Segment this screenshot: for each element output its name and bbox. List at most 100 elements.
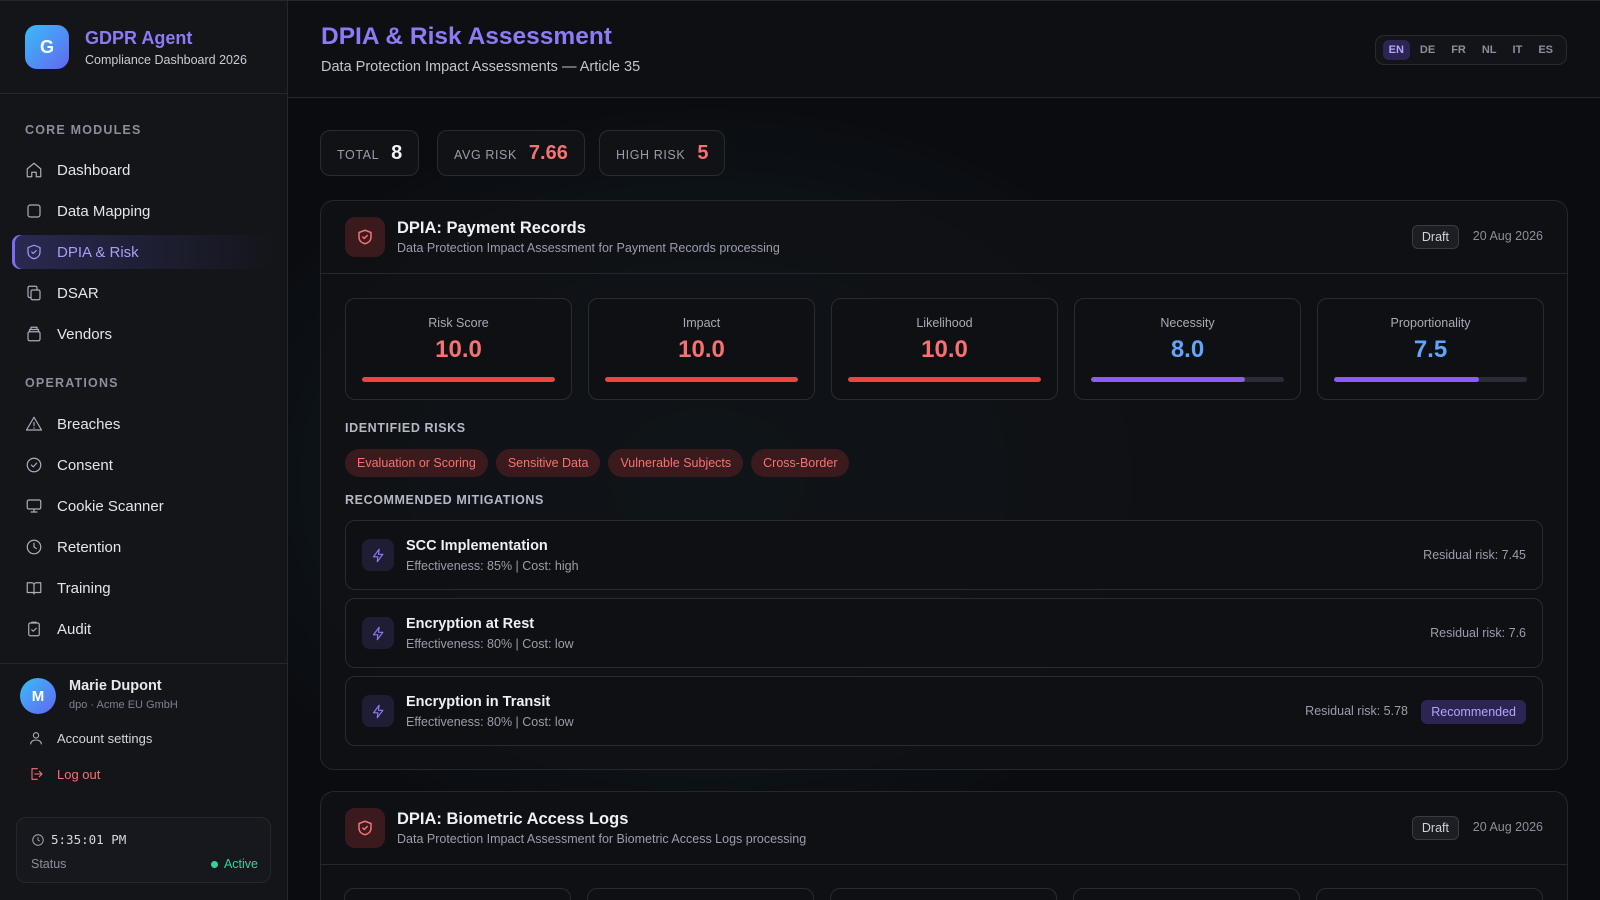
clipboard-icon <box>28 621 40 637</box>
stat-value: 5 <box>697 141 709 164</box>
status-badge: Draft <box>1411 225 1459 249</box>
home-icon <box>26 162 42 178</box>
metric-bar <box>1334 377 1527 382</box>
mitigation-item[interactable]: Encryption at Rest Effectiveness: 80% | … <box>345 598 1543 668</box>
dpia-date: 20 Aug 2026 <box>1472 229 1543 243</box>
shield-icon <box>27 244 41 260</box>
metric-value: 10.0 <box>435 336 482 363</box>
nav-item-training[interactable]: Training <box>12 571 275 605</box>
metric-value: 8.0 <box>1170 336 1205 363</box>
metric-label: Risk Score <box>428 316 489 330</box>
dpia-card-header[interactable]: DPIA: Payment Records Data Protection Im… <box>321 201 1567 274</box>
stat-total: TOTAL 8 <box>320 130 420 176</box>
logout-link[interactable]: Log out <box>28 766 100 782</box>
lightning-icon <box>362 695 394 727</box>
box-icon <box>27 326 41 342</box>
account-settings-link[interactable]: Account settings <box>28 730 152 746</box>
app-logo: G <box>25 25 69 69</box>
metric-bar-fill <box>848 377 1041 382</box>
app-subtitle: Compliance Dashboard 2026 <box>85 53 247 67</box>
nav-label: Audit <box>57 620 92 638</box>
nav-label: Cookie Scanner <box>57 497 164 515</box>
lang-fr[interactable]: FR <box>1451 44 1466 56</box>
alert-triangle-icon <box>25 416 43 431</box>
shield-icon <box>345 808 385 848</box>
lightning-icon <box>362 617 394 649</box>
clock: 5:35:01 PM <box>31 832 126 847</box>
identified-risks-heading: IDENTIFIED RISKS <box>345 421 466 435</box>
metric-likelihood: Likelihood 10.0 <box>831 298 1058 400</box>
nav-item-cookie-scanner[interactable]: Cookie Scanner <box>12 489 275 523</box>
residual-risk: Residual risk: 7.45 <box>1423 548 1526 562</box>
stat-label: AVG RISK <box>454 147 517 162</box>
metric-placeholder <box>1073 888 1300 900</box>
metric-bar-fill <box>362 377 555 382</box>
sidebar: G GDPR Agent Compliance Dashboard 2026 C… <box>0 0 288 900</box>
page-title: DPIA & Risk Assessment <box>321 23 612 50</box>
metric-value: 10.0 <box>678 336 725 363</box>
nav-item-dashboard[interactable]: Dashboard <box>12 153 275 187</box>
residual-risk: Residual risk: 5.78 <box>1305 704 1408 718</box>
metric-label: Impact <box>682 316 721 330</box>
lang-es[interactable]: ES <box>1538 44 1553 56</box>
user-panel: M Marie Dupont dpo · Acme EU GmbH Accoun… <box>0 663 287 802</box>
nav-item-retention[interactable]: Retention <box>12 530 275 564</box>
nav-item-data-mapping[interactable]: Data Mapping <box>12 194 275 228</box>
user-role: dpo · Acme EU GmbH <box>69 699 178 711</box>
shield-icon <box>345 217 385 257</box>
risk-chip: Sensitive Data <box>495 449 601 477</box>
lang-en[interactable]: EN <box>1382 40 1410 60</box>
metric-bar-fill <box>605 377 798 382</box>
stat-value: 7.66 <box>528 141 568 164</box>
lang-it[interactable]: IT <box>1512 44 1523 56</box>
dpia-date: 20 Aug 2026 <box>1472 820 1543 834</box>
recommended-badge: Recommended <box>1421 700 1526 724</box>
nav-label: Training <box>57 579 111 597</box>
metric-value: 10.0 <box>921 336 968 363</box>
page-header: DPIA & Risk Assessment Data Protection I… <box>288 0 1600 98</box>
metric-value: 7.5 <box>1413 336 1448 363</box>
metric-risk-score: Risk Score 10.0 <box>345 298 572 400</box>
mitigation-title: Encryption at Rest <box>406 616 535 632</box>
metric-placeholder <box>830 888 1057 900</box>
nav-item-audit[interactable]: Audit <box>12 612 275 646</box>
mitigation-detail: Effectiveness: 80% | Cost: low <box>406 715 574 729</box>
status-value: Active <box>210 857 258 871</box>
mitigation-item[interactable]: Encryption in Transit Effectiveness: 80%… <box>345 676 1543 746</box>
nav-label: DPIA & Risk <box>57 243 139 261</box>
stat-label: TOTAL <box>337 147 380 162</box>
status-dot-icon <box>210 860 218 868</box>
dpia-title: DPIA: Payment Records <box>397 219 586 237</box>
nav-item-dpia-risk[interactable]: DPIA & Risk <box>12 235 275 269</box>
nav-label: Vendors <box>57 325 113 343</box>
metric-label: Necessity <box>1160 316 1215 330</box>
risk-chips: Evaluation or Scoring Sensitive Data Vul… <box>345 449 857 477</box>
lang-de[interactable]: DE <box>1419 44 1436 56</box>
copy-icon <box>27 285 41 301</box>
dpia-card-header[interactable]: DPIA: Biometric Access Logs Data Protect… <box>321 792 1567 865</box>
mitigation-detail: Effectiveness: 85% | Cost: high <box>406 559 579 573</box>
dpia-description: Data Protection Impact Assessment for Bi… <box>397 832 807 846</box>
logout-label: Log out <box>57 766 101 782</box>
lang-nl[interactable]: NL <box>1481 44 1497 56</box>
nav-item-consent[interactable]: Consent <box>12 448 275 482</box>
language-switcher: EN DE FR NL IT ES <box>1374 35 1567 65</box>
nav-label: Retention <box>57 538 122 556</box>
clock-icon <box>32 833 44 846</box>
nav-item-breaches[interactable]: Breaches <box>12 407 275 441</box>
status-label: Status <box>31 857 67 871</box>
metric-placeholder <box>1316 888 1543 900</box>
metric-bar <box>1091 377 1284 382</box>
dpia-card: DPIA: Biometric Access Logs Data Protect… <box>320 791 1568 900</box>
metric-bar <box>605 377 798 382</box>
metric-bar-fill <box>1091 377 1246 382</box>
nav-label: Breaches <box>57 415 121 433</box>
section-operations: OPERATIONS <box>25 376 119 390</box>
mitigation-item[interactable]: SCC Implementation Effectiveness: 85% | … <box>345 520 1543 590</box>
nav-item-vendors[interactable]: Vendors <box>12 317 275 351</box>
nav-item-dsar[interactable]: DSAR <box>12 276 275 310</box>
metric-placeholder <box>344 888 571 900</box>
system-status-box: 5:35:01 PM Status Active <box>16 817 271 883</box>
metric-necessity: Necessity 8.0 <box>1074 298 1301 400</box>
risk-chip: Cross-Border <box>751 449 850 477</box>
